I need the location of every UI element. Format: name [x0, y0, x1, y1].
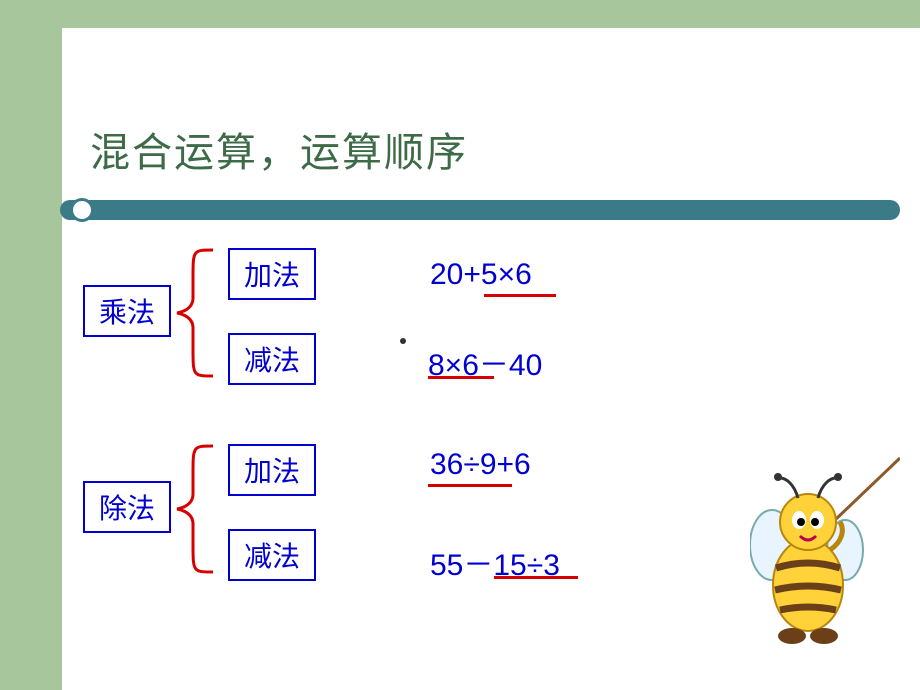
top-accent-bar	[0, 0, 920, 28]
label-sub-2: 减法	[228, 529, 316, 581]
label-add-2: 加法	[228, 444, 316, 496]
underline-3	[428, 484, 512, 487]
title-underline-dot	[70, 198, 94, 222]
label-sub-1: 减法	[228, 333, 316, 385]
slide-title: 混合运算，运算顺序	[90, 120, 468, 178]
title-underline	[60, 200, 900, 220]
bee-mascot-icon	[750, 450, 900, 650]
underline-4	[494, 576, 578, 579]
underline-1	[484, 294, 556, 297]
expr-1: 20+5×6	[430, 258, 532, 292]
brace-upper	[175, 248, 213, 378]
label-mult: 乘法	[83, 285, 171, 337]
label-div: 除法	[83, 481, 171, 533]
dot-decorative	[400, 338, 406, 344]
brace-upper-path	[177, 250, 213, 376]
expr-3: 36÷9+6	[430, 448, 531, 482]
underline-2	[428, 376, 494, 379]
left-accent-bar	[0, 0, 62, 690]
brace-lower-path	[177, 446, 213, 572]
label-add-1: 加法	[228, 248, 316, 300]
brace-lower	[175, 444, 213, 574]
